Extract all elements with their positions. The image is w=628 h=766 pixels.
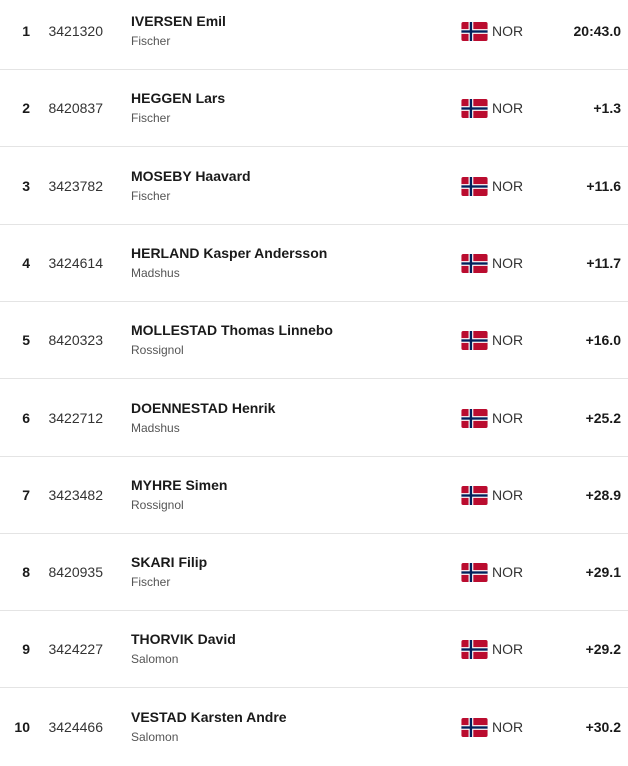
- nation: NOR: [492, 23, 524, 39]
- name: MOSEBY Haavard: [131, 167, 251, 184]
- rank: 1: [22, 23, 30, 39]
- flag-icon: [461, 485, 488, 505]
- rank: 8: [22, 564, 30, 581]
- nation: NOR: [492, 718, 524, 735]
- time: +28.9: [585, 486, 621, 503]
- flag-icon: [461, 640, 488, 660]
- result-row[interactable]: 10 3424466 VESTAD Karsten Andre Salomon NOR +…: [0, 689, 628, 766]
- flag-icon: [461, 176, 488, 196]
- rank: 7: [22, 486, 30, 503]
- nation: NOR: [492, 100, 524, 117]
- time: +1.3: [593, 100, 621, 117]
- result-row[interactable]: 3 3423782 MOSEBY Haavard Fischer NOR +11.6: [0, 148, 628, 225]
- bib: 3421320: [48, 23, 103, 39]
- nation: NOR: [492, 641, 524, 658]
- flag-icon: [461, 99, 488, 119]
- brand: Fischer: [131, 34, 171, 48]
- time: +29.1: [585, 564, 621, 581]
- time: 20:43.0: [573, 23, 621, 39]
- nation: NOR: [492, 332, 524, 349]
- bib: 8420837: [48, 100, 103, 117]
- nation: NOR: [492, 486, 524, 503]
- name: VESTAD Karsten Andre: [131, 708, 287, 725]
- time: +11.6: [586, 177, 621, 194]
- nation: NOR: [492, 254, 524, 271]
- rank: 3: [22, 177, 30, 194]
- bib: 3424227: [48, 641, 103, 658]
- flag-icon: [461, 717, 488, 737]
- brand: Rossignol: [131, 497, 184, 512]
- result-row[interactable]: 2 8420837 HEGGEN Lars Fischer NOR +1.3: [0, 70, 628, 148]
- result-row[interactable]: 5 8420323 MOLLESTAD Thomas Linnebo Rossigno…: [0, 302, 628, 380]
- name: MOLLESTAD Thomas Linnebo: [131, 322, 333, 339]
- result-row[interactable]: 1 3421320 IVERSEN Emil Fischer NOR 20:43.0: [0, 0, 628, 70]
- name: MYHRE Simen: [131, 476, 228, 493]
- result-row[interactable]: 4 3424614 HERLAND Kasper Andersson Madshus N…: [0, 225, 628, 302]
- time: +25.2: [585, 409, 621, 426]
- result-row[interactable]: 6 3422712 DOENNESTAD Henrik Madshus NOR +25.2: [0, 380, 628, 457]
- nation: NOR: [492, 564, 524, 581]
- brand: Salomon: [131, 729, 179, 744]
- brand: Fischer: [131, 575, 171, 590]
- bib: 3424614: [48, 254, 103, 271]
- brand: Fischer: [131, 188, 171, 203]
- flag-icon: [461, 331, 488, 351]
- brand: Fischer: [131, 111, 171, 126]
- brand: Madshus: [131, 265, 180, 280]
- flag-icon: [461, 408, 488, 428]
- bib: 3424466: [48, 718, 103, 735]
- bib: 3422712: [48, 409, 103, 426]
- flag-icon: [461, 22, 488, 41]
- name: HEGGEN Lars: [131, 90, 226, 107]
- bib: 3423782: [48, 177, 103, 194]
- nation: NOR: [492, 409, 524, 426]
- nation: NOR: [492, 177, 524, 194]
- bib: 8420323: [48, 332, 103, 349]
- time: +11.7: [586, 254, 621, 271]
- time: +29.2: [585, 641, 621, 658]
- name: IVERSEN Emil: [131, 13, 226, 29]
- flag-icon: [461, 563, 488, 583]
- brand: Salomon: [131, 652, 179, 667]
- result-row[interactable]: 7 3423482 MYHRE Simen Rossignol NOR +28.9: [0, 457, 628, 534]
- name: SKARI Filip: [131, 554, 208, 571]
- rank: 5: [22, 332, 30, 349]
- bib: 8420935: [48, 564, 103, 581]
- name: DOENNESTAD Henrik: [131, 399, 276, 416]
- flag-icon: [461, 253, 488, 273]
- rank: 4: [22, 254, 30, 271]
- rank: 6: [22, 409, 30, 426]
- name: HERLAND Kasper Andersson: [131, 244, 328, 261]
- rank: 2: [22, 100, 30, 117]
- brand: Rossignol: [131, 343, 184, 358]
- result-row[interactable]: 9 3424227 THORVIK David Salomon NOR +29.2: [0, 611, 628, 689]
- rank: 9: [22, 641, 30, 658]
- result-row[interactable]: 8 8420935 SKARI Filip Fischer NOR +29.1: [0, 534, 628, 612]
- time: +30.2: [585, 718, 621, 735]
- brand: Madshus: [131, 420, 180, 435]
- time: +16.0: [585, 332, 621, 349]
- rank: 10: [14, 718, 30, 735]
- name: THORVIK David: [131, 631, 236, 648]
- bib: 3423482: [48, 486, 103, 503]
